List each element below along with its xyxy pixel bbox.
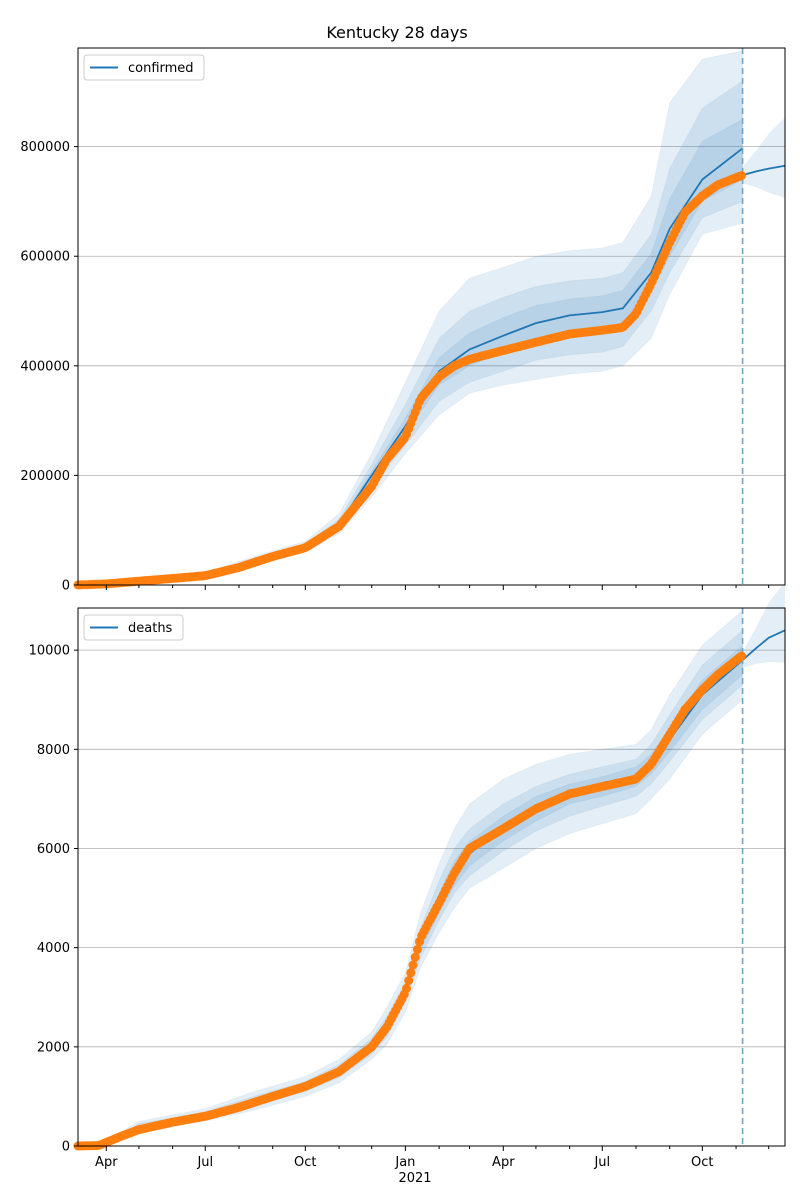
confirmed-observed-points (73, 171, 746, 590)
confirmed-ytick-label: 400000 (20, 359, 70, 374)
deaths-observed-point (410, 952, 420, 962)
confirmed-axes-frame (77, 47, 786, 586)
confirmed-band-3 (77, 118, 744, 586)
deaths-uncertainty-bands (77, 581, 785, 1147)
deaths-forecast-line (742, 629, 786, 661)
shared-x-axis: Apr Jul Oct Jan Apr Jul Oct (95, 1155, 713, 1170)
x-tick-label: Apr (95, 1155, 118, 1170)
deaths-ytick-label: 2000 (37, 1040, 70, 1055)
deaths-legend-box (83, 614, 184, 641)
confirmed-axis-ticks: 0 200000 400000 600000 800000 (20, 140, 770, 594)
confirmed-band-1 (77, 50, 744, 586)
confirmed-ytick-label: 800000 (20, 140, 70, 155)
deaths-observed-point (408, 960, 418, 970)
deaths-ytick-label: 6000 (37, 842, 70, 857)
deaths-observed-points (73, 651, 746, 1151)
confirmed-legend-box (83, 54, 205, 81)
deaths-legend: deaths (83, 614, 184, 641)
confirmed-uncertainty-bands (77, 50, 785, 586)
deaths-axis-ticks: 0 2000 4000 6000 8000 10000 (29, 644, 770, 1155)
confirmed-panel: 0 200000 400000 600000 800000 confirmed (20, 47, 786, 594)
confirmed-legend: confirmed (83, 54, 205, 81)
confirmed-forecast-line (742, 164, 786, 176)
deaths-axes-frame (77, 607, 786, 1147)
x-tick-label: Jul (593, 1155, 610, 1170)
confirmed-ytick-label: 0 (62, 579, 70, 594)
deaths-observed-point (404, 976, 414, 986)
deaths-band-2 (77, 629, 744, 1147)
x-tick-label: Apr (492, 1155, 515, 1170)
x-tick-label: Jan (394, 1155, 415, 1170)
deaths-band-3 (77, 644, 744, 1147)
confirmed-observed-point (737, 171, 746, 181)
deaths-observed-point (737, 651, 746, 661)
deaths-observed-point (412, 944, 422, 954)
deaths-band-1 (77, 609, 744, 1147)
x-tick-label: Oct (691, 1155, 713, 1170)
confirmed-legend-label: confirmed (128, 61, 194, 76)
chart-title: Kentucky 28 days (326, 23, 467, 42)
confirmed-forecast-band (742, 117, 785, 198)
deaths-legend-label: deaths (128, 621, 173, 636)
deaths-ytick-label: 4000 (37, 941, 70, 956)
confirmed-ytick-label: 600000 (20, 250, 70, 265)
deaths-ytick-label: 0 (62, 1140, 70, 1155)
x-tick-label: Jul (196, 1155, 213, 1170)
deaths-ytick-label: 10000 (29, 644, 70, 659)
confirmed-ytick-label: 200000 (20, 469, 70, 484)
deaths-ytick-label: 8000 (37, 743, 70, 758)
deaths-observed-point (402, 983, 411, 993)
deaths-panel: 0 2000 4000 6000 8000 10000 deaths (29, 581, 786, 1155)
x-year-label: 2021 (398, 1171, 431, 1186)
deaths-model-line (78, 659, 744, 1147)
deaths-observed-point (406, 968, 416, 978)
x-tick-label: Oct (294, 1155, 316, 1170)
deaths-forecast-band (742, 581, 785, 669)
